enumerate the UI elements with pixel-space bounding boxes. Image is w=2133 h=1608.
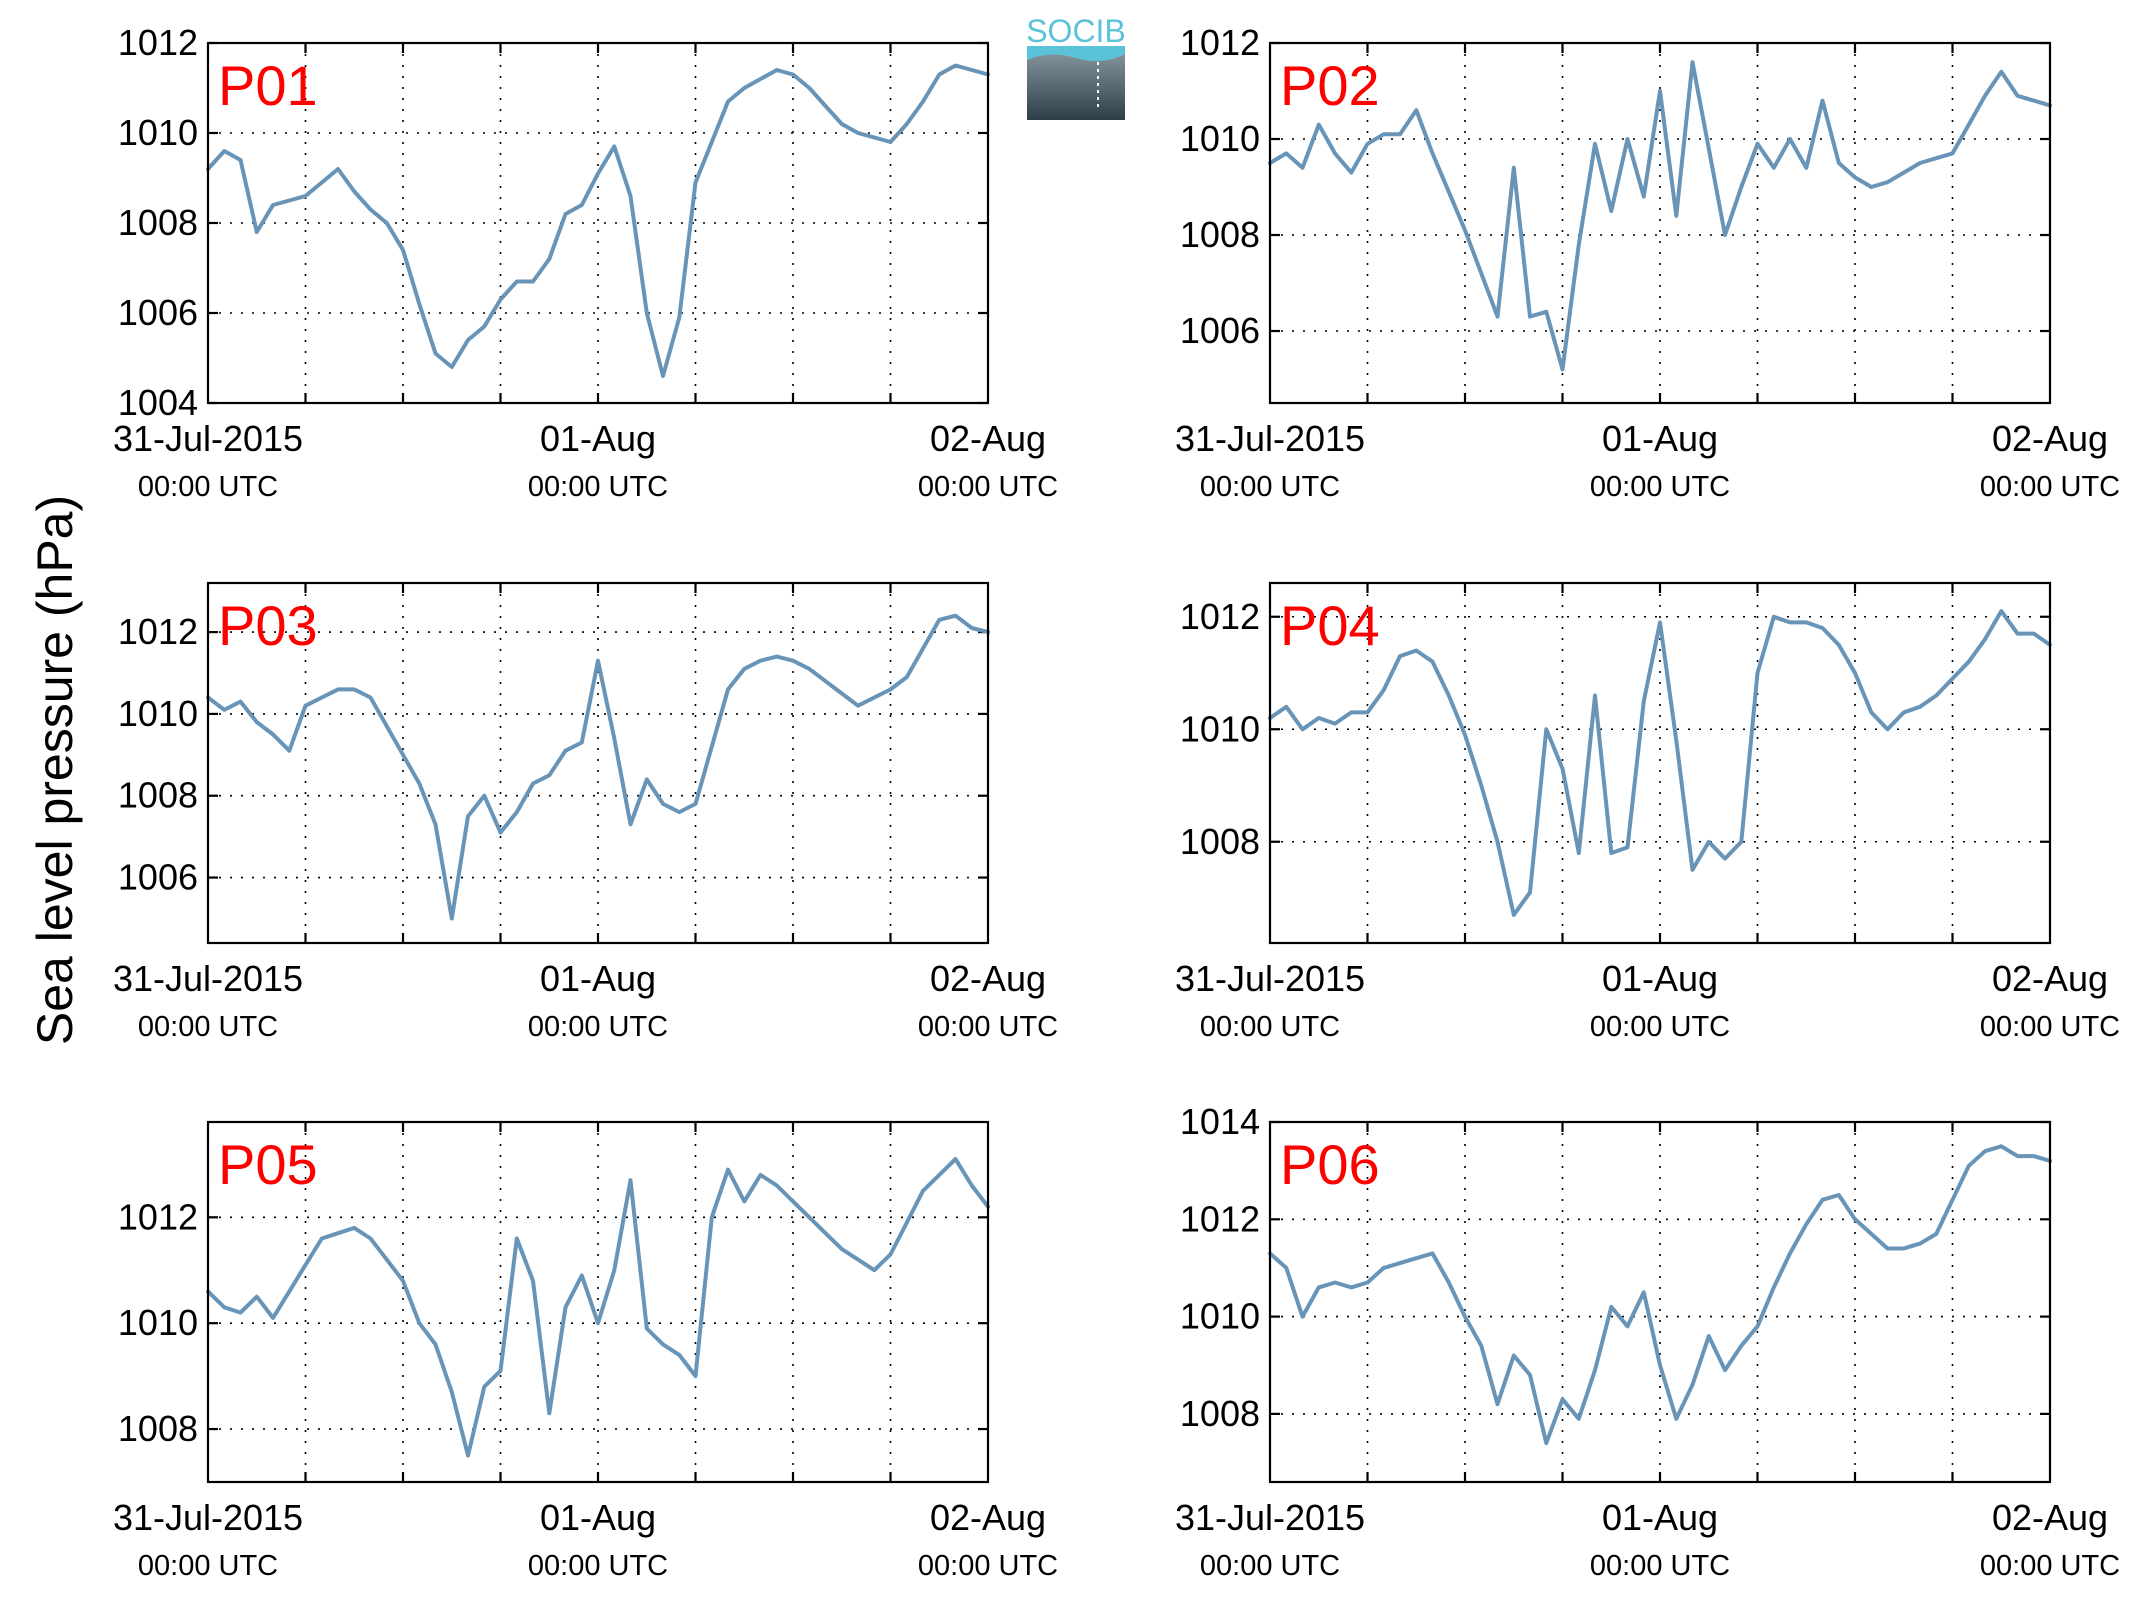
series-line-p06 [1268,1144,2052,1446]
x-tick-label-date: 01-Aug [540,958,656,999]
x-tick-label-time: 00:00 UTC [918,1011,1058,1043]
x-tick-label-date: 02-Aug [930,418,1046,459]
x-tick-label-time: 00:00 UTC [1590,471,1730,503]
x-tick-label-date: 02-Aug [930,1497,1046,1538]
y-tick-label: 1010 [118,693,198,734]
x-tick-label-date: 31-Jul-2015 [113,1497,303,1538]
series-line-p01 [206,63,990,378]
y-tick-label: 1006 [118,292,198,333]
x-tick-label-date: 01-Aug [540,418,656,459]
x-tick-label-time: 00:00 UTC [1590,1550,1730,1582]
plot-frame [206,581,990,945]
y-axis-label: Sea level pressure (hPa) [27,495,83,1045]
x-tick-label-date: 01-Aug [1602,958,1718,999]
x-tick-label-date: 31-Jul-2015 [1175,958,1365,999]
x-tick-label-time: 00:00 UTC [528,1550,668,1582]
plot-frame [1268,581,2052,945]
y-tick-label: 1004 [118,382,198,423]
x-tick-label-time: 00:00 UTC [1200,1550,1340,1582]
socib-logo: SOCIB [1026,13,1126,120]
series-line-p05 [206,1157,990,1458]
plot-frame [206,1120,990,1484]
y-tick-label: 1006 [118,857,198,898]
x-tick-label-time: 00:00 UTC [1590,1011,1730,1043]
x-tick-label-date: 01-Aug [1602,418,1718,459]
x-tick-label-time: 00:00 UTC [918,471,1058,503]
y-tick-label: 1012 [1180,22,1260,63]
x-tick-label-date: 02-Aug [1992,958,2108,999]
panel-p03: 1006 1008 1010 1012 P03 31-Jul-2015 00:00 UTC 0… [113,581,1058,1043]
y-tick-label: 1012 [1180,596,1260,637]
socib-logo-text: SOCIB [1026,13,1126,49]
panel-p02: 1006 1008 1010 1012 P02 31-Jul-2015 00:00 UTC 0… [1175,22,2120,503]
x-tick-label-date: 31-Jul-2015 [1175,418,1365,459]
x-tick-label-date: 01-Aug [1602,1497,1718,1538]
x-tick-label-time: 00:00 UTC [1980,1550,2120,1582]
y-tick-label: 1008 [1180,821,1260,862]
x-tick-label-time: 00:00 UTC [138,1011,278,1043]
y-tick-label: 1008 [118,775,198,816]
series-line-p04 [1268,609,2052,917]
x-tick-label-time: 00:00 UTC [1980,1011,2120,1043]
y-tick-label: 1012 [118,22,198,63]
y-tick-label: 1010 [1180,118,1260,159]
x-tick-label-date: 02-Aug [930,958,1046,999]
x-tick-label-time: 00:00 UTC [528,1011,668,1043]
x-tick-label-date: 31-Jul-2015 [113,418,303,459]
y-tick-label: 1012 [1180,1198,1260,1239]
series-line-p02 [1268,60,2052,372]
y-tick-label: 1008 [118,1408,198,1449]
x-tick-label-date: 01-Aug [540,1497,656,1538]
y-tick-label: 1006 [1180,310,1260,351]
panel-label-p02: P02 [1280,54,1380,117]
socib-logo-wave [1027,46,1125,62]
x-tick-label-time: 00:00 UTC [138,1550,278,1582]
y-tick-label: 1008 [118,202,198,243]
panel-label-p05: P05 [218,1133,318,1196]
panel-label-p01: P01 [218,54,318,117]
x-tick-label-date: 31-Jul-2015 [113,958,303,999]
x-tick-label-time: 00:00 UTC [918,1550,1058,1582]
plot-frame [206,41,990,405]
series-line-p03 [206,613,990,921]
panel-label-p04: P04 [1280,594,1380,657]
y-tick-label: 1008 [1180,1393,1260,1434]
x-tick-label-time: 00:00 UTC [528,471,668,503]
panel-p05: 1008 1010 1012 P05 31-Jul-2015 00:00 UTC 01-Au… [113,1120,1058,1582]
plot-frame [1268,41,2052,405]
x-tick-label-date: 02-Aug [1992,418,2108,459]
x-tick-label-time: 00:00 UTC [138,471,278,503]
plot-frame [1268,1120,2052,1484]
x-tick-label-date: 02-Aug [1992,1497,2108,1538]
y-tick-label: 1008 [1180,214,1260,255]
y-tick-label: 1010 [118,112,198,153]
y-tick-label: 1012 [118,1196,198,1237]
panel-label-p03: P03 [218,594,318,657]
x-tick-label-time: 00:00 UTC [1200,471,1340,503]
x-tick-label-time: 00:00 UTC [1980,471,2120,503]
panel-p01: 1004 1006 1008 1010 1012 P01 31-Jul-2015 00:00 … [113,22,1058,503]
y-tick-label: 1010 [1180,708,1260,749]
panel-p06: 1008 1010 1012 1014 P06 31-Jul-2015 00:00 UTC 0… [1175,1101,2120,1582]
x-tick-label-date: 31-Jul-2015 [1175,1497,1365,1538]
y-tick-label: 1010 [1180,1296,1260,1337]
x-tick-label-time: 00:00 UTC [1200,1011,1340,1043]
y-tick-label: 1014 [1180,1101,1260,1142]
y-tick-label: 1012 [118,611,198,652]
y-tick-label: 1010 [118,1302,198,1343]
panel-p04: 1008 1010 1012 P04 31-Jul-2015 00:00 UTC 01-Au… [1175,581,2120,1043]
panel-label-p06: P06 [1280,1133,1380,1196]
